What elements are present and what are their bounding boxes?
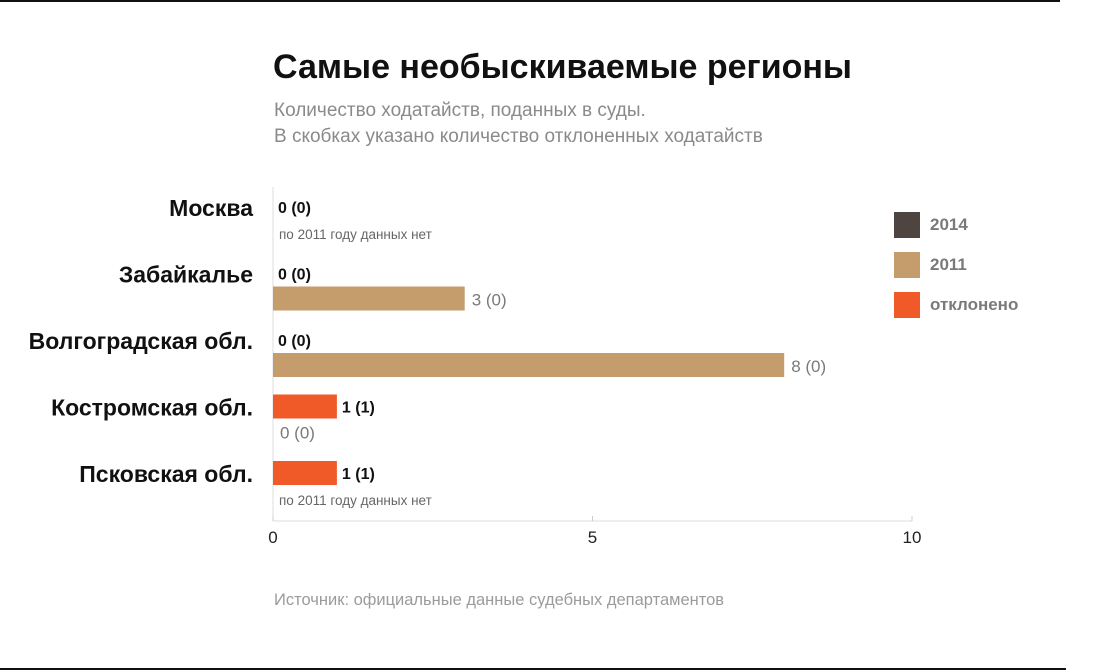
legend-item-rejected: отклонено xyxy=(894,292,1018,318)
data-label-2014: 1 (1) xyxy=(342,466,375,483)
chart-title: Самые необыскиваемые регионы xyxy=(273,48,852,86)
data-label-2011: 3 (0) xyxy=(472,291,507,310)
x-tick-label-1: 5 xyxy=(588,528,597,547)
category-label: Волгоградская обл. xyxy=(29,328,253,354)
no-data-note: по 2011 году данных нет xyxy=(279,493,432,508)
chart-subtitle: Количество ходатайств, поданных в суды. … xyxy=(274,98,763,150)
legend-label-2011: 2011 xyxy=(930,255,967,274)
bar-2014-rejected xyxy=(273,461,337,485)
bar-2011 xyxy=(273,353,785,377)
x-tick-label-0: 0 xyxy=(268,528,277,547)
data-label-2014: 0 (0) xyxy=(278,333,311,350)
legend-swatch-2014 xyxy=(894,212,920,238)
legend-label-rejected: отклонено xyxy=(930,295,1019,314)
bar-2011 xyxy=(273,286,465,311)
category-label: Москва xyxy=(169,195,253,221)
no-data-note: по 2011 году данных нет xyxy=(279,227,432,242)
legend-item-2014: 2014 xyxy=(894,212,1018,238)
legend-swatch-2011 xyxy=(894,252,920,278)
legend-item-2011: 2011 xyxy=(894,252,1018,278)
data-label-2011: 0 (0) xyxy=(280,424,315,443)
category-label: Костромская обл. xyxy=(51,395,253,421)
data-label-2011: 8 (0) xyxy=(791,357,826,376)
legend-swatch-rejected xyxy=(894,292,920,318)
data-label-2014: 0 (0) xyxy=(278,267,311,284)
subtitle-line-1: Количество ходатайств, поданных в суды. xyxy=(274,100,646,121)
bar-2014-rejected xyxy=(273,394,337,419)
category-label: Забайкалье xyxy=(119,262,253,288)
top-rule xyxy=(0,0,1060,2)
legend-label-2014: 2014 xyxy=(930,215,968,234)
data-label-2014: 0 (0) xyxy=(278,200,311,217)
source-note: Источник: официальные данные судебных де… xyxy=(274,591,725,609)
subtitle-line-2: В скобках указано количество отклоненных… xyxy=(274,126,763,147)
category-label: Псковская обл. xyxy=(79,461,253,487)
legend: 2014 2011 отклонено xyxy=(894,212,1018,332)
x-tick-label-2: 10 xyxy=(903,528,922,547)
bottom-rule xyxy=(0,668,1066,670)
data-label-2014: 1 (1) xyxy=(342,400,375,417)
